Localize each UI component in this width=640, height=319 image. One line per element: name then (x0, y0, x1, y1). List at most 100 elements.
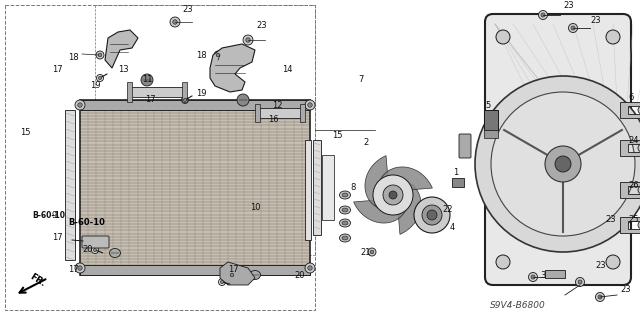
Circle shape (173, 20, 177, 24)
Bar (80, 100, 310, 110)
Ellipse shape (342, 221, 348, 225)
Circle shape (216, 53, 220, 57)
Circle shape (228, 271, 236, 279)
Circle shape (243, 35, 253, 45)
Circle shape (598, 295, 602, 299)
Circle shape (228, 271, 232, 275)
Circle shape (75, 100, 85, 110)
Text: 15: 15 (332, 131, 342, 140)
Circle shape (606, 30, 620, 44)
Circle shape (373, 175, 413, 215)
Text: S9V4-B6800: S9V4-B6800 (490, 301, 546, 310)
Text: 6: 6 (628, 93, 634, 102)
Text: 4: 4 (450, 223, 455, 232)
Circle shape (184, 99, 187, 101)
Circle shape (606, 255, 620, 269)
Circle shape (638, 106, 640, 114)
Polygon shape (398, 181, 421, 234)
Bar (130, 87, 185, 97)
Circle shape (575, 278, 584, 286)
Bar (5, 5, 315, 310)
Text: 20: 20 (82, 245, 93, 254)
Circle shape (246, 38, 250, 42)
Text: 15: 15 (20, 128, 31, 137)
Circle shape (75, 263, 85, 273)
Polygon shape (354, 200, 407, 223)
Circle shape (308, 266, 312, 270)
FancyBboxPatch shape (82, 236, 109, 248)
Ellipse shape (342, 193, 348, 197)
Polygon shape (220, 262, 255, 285)
Circle shape (97, 75, 104, 81)
Text: B-60-10: B-60-10 (32, 211, 65, 220)
Polygon shape (380, 167, 433, 190)
Text: 23: 23 (563, 1, 573, 10)
Circle shape (422, 205, 442, 225)
Ellipse shape (250, 271, 260, 279)
Text: 19: 19 (196, 89, 207, 98)
Text: FR.: FR. (28, 271, 47, 288)
Polygon shape (620, 217, 640, 233)
Text: 17: 17 (145, 95, 156, 104)
Circle shape (214, 51, 222, 59)
FancyBboxPatch shape (485, 14, 631, 285)
Polygon shape (620, 182, 640, 198)
Text: 23: 23 (182, 5, 193, 14)
FancyBboxPatch shape (459, 134, 471, 158)
Circle shape (571, 26, 575, 30)
Bar (255, 104, 260, 122)
Ellipse shape (109, 249, 120, 257)
Text: 12: 12 (272, 101, 282, 110)
Circle shape (427, 210, 437, 220)
Circle shape (305, 100, 315, 110)
Text: 19: 19 (90, 81, 100, 90)
Text: 8: 8 (350, 183, 355, 192)
Text: 22: 22 (442, 205, 452, 214)
Circle shape (92, 247, 99, 254)
Text: 14: 14 (282, 65, 292, 74)
Bar (300, 104, 305, 122)
Circle shape (218, 278, 225, 286)
Text: 18: 18 (196, 51, 207, 60)
Circle shape (182, 97, 189, 103)
Text: 2: 2 (363, 138, 368, 147)
Ellipse shape (339, 206, 351, 214)
Text: 26: 26 (628, 181, 639, 190)
Circle shape (305, 263, 315, 273)
Circle shape (170, 17, 180, 27)
Circle shape (578, 280, 582, 284)
Bar (545, 270, 565, 278)
Bar (484, 110, 498, 130)
Circle shape (96, 51, 104, 59)
Ellipse shape (237, 94, 249, 106)
Circle shape (308, 103, 312, 107)
Text: 16: 16 (268, 115, 278, 124)
Text: 17: 17 (68, 265, 79, 274)
Circle shape (77, 266, 83, 270)
Circle shape (414, 197, 450, 233)
Bar (313, 140, 321, 235)
Ellipse shape (342, 208, 348, 212)
Text: 5: 5 (485, 101, 490, 110)
Circle shape (227, 270, 234, 277)
Ellipse shape (141, 74, 153, 86)
Circle shape (595, 293, 605, 301)
Text: 23: 23 (256, 21, 267, 30)
Text: 11: 11 (142, 75, 152, 84)
Circle shape (541, 13, 545, 17)
Ellipse shape (339, 219, 351, 227)
Text: 23: 23 (595, 261, 605, 270)
Polygon shape (620, 140, 640, 156)
Text: 9: 9 (52, 211, 57, 220)
Text: 23: 23 (620, 285, 630, 294)
Circle shape (545, 146, 581, 182)
Text: 25: 25 (628, 215, 639, 224)
Polygon shape (210, 44, 255, 92)
Text: 21: 21 (360, 248, 371, 257)
Circle shape (93, 249, 97, 252)
Text: 3: 3 (540, 271, 545, 280)
Text: 18: 18 (68, 53, 79, 62)
Polygon shape (365, 156, 388, 209)
Circle shape (383, 185, 403, 205)
Bar (484, 130, 498, 138)
